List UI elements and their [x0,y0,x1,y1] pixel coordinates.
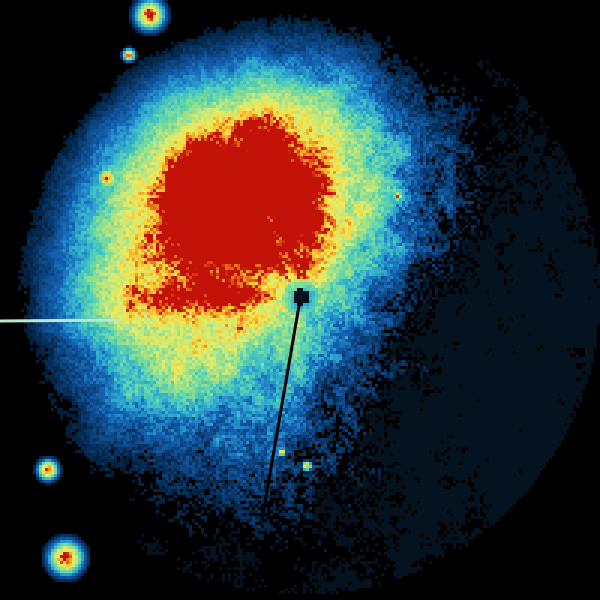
image-viewer[interactable]: False-color astronomical intensity map [0,0,600,600]
astronomical-intensity-map [0,0,600,600]
